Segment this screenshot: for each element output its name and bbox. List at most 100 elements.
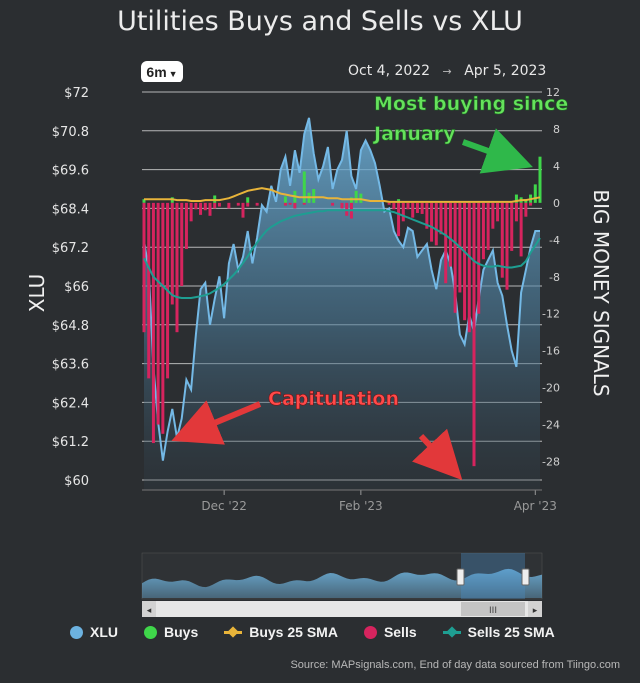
sell-bar bbox=[406, 202, 410, 210]
sell-bar bbox=[439, 202, 443, 235]
chart-title: Utilities Buys and Sells vs XLU bbox=[117, 6, 523, 37]
buy-bar bbox=[514, 194, 518, 203]
date-range-start: Oct 4, 2022 bbox=[348, 63, 431, 79]
y-tick-label: $61.2 bbox=[52, 435, 89, 450]
legend-xlu-icon bbox=[70, 625, 83, 639]
legend: XLU Buys Buys 25 SMA Sells Sells 25 SMA bbox=[70, 624, 555, 640]
date-range-end: Apr 5, 2023 bbox=[464, 63, 547, 79]
sell-bar bbox=[217, 202, 221, 207]
navigator-area bbox=[142, 568, 542, 598]
legend-item-sells[interactable]: Sells bbox=[363, 624, 417, 640]
legend-label: Sells bbox=[383, 624, 417, 640]
y2-tick-label: -8 bbox=[549, 271, 560, 284]
sell-bar bbox=[529, 202, 533, 206]
sell-bar bbox=[524, 202, 528, 217]
sell-bar bbox=[236, 202, 240, 206]
sell-bar bbox=[453, 202, 457, 313]
scrollbar-grip-icon: III bbox=[489, 606, 497, 616]
scroll-left-button[interactable] bbox=[142, 601, 156, 617]
y2-axis-label: BIG MONEY SIGNALS bbox=[589, 189, 613, 396]
buy-bar bbox=[538, 156, 542, 203]
y-tick-label: $72 bbox=[64, 86, 89, 101]
y2-tick-label: 0 bbox=[553, 197, 560, 210]
sell-bar bbox=[208, 202, 212, 216]
legend-item-sells-sma[interactable]: Sells 25 SMA bbox=[442, 624, 555, 640]
caret-left-icon: ◂ bbox=[147, 606, 152, 616]
buys-sma-line bbox=[144, 187, 541, 203]
sell-bar bbox=[331, 202, 335, 206]
y-tick-label: $67.2 bbox=[52, 241, 89, 256]
x-tick-label: Dec '22 bbox=[201, 499, 247, 513]
navigator-selection[interactable] bbox=[461, 553, 525, 599]
sell-bar bbox=[481, 202, 485, 260]
buy-bar bbox=[246, 197, 250, 203]
buy-bar bbox=[312, 189, 316, 203]
legend-label: Buys bbox=[164, 624, 199, 640]
y2-tick-label: -28 bbox=[542, 456, 560, 469]
y-tick-label: $62.4 bbox=[52, 396, 89, 411]
range-selector-button[interactable]: 6m ▼ bbox=[141, 61, 183, 83]
sell-bar bbox=[241, 202, 245, 218]
sell-bar bbox=[288, 202, 292, 205]
legend-item-xlu[interactable]: XLU bbox=[70, 624, 118, 640]
scroll-right-button[interactable] bbox=[528, 601, 542, 617]
sell-bar bbox=[180, 202, 184, 286]
range-navigator[interactable]: ◂ ▸ III bbox=[141, 552, 543, 617]
sell-bar bbox=[401, 202, 405, 222]
caret-right-icon: ▸ bbox=[533, 606, 538, 616]
y2-tick-label: -20 bbox=[542, 382, 560, 395]
legend-sells-sma-icon bbox=[442, 625, 461, 639]
capitulation-annotation: Capitulation bbox=[171, 388, 463, 481]
sell-bar bbox=[434, 202, 438, 246]
sell-bar bbox=[392, 202, 396, 210]
legend-label: Sells 25 SMA bbox=[467, 624, 555, 640]
navigator-left-handle[interactable] bbox=[456, 568, 465, 586]
xlu-area bbox=[144, 117, 540, 491]
sell-bar bbox=[283, 202, 287, 206]
sell-bar bbox=[203, 202, 207, 211]
capitulation-arrow-right-icon bbox=[411, 428, 463, 481]
date-range[interactable]: Oct 4, 2022 → Apr 5, 2023 bbox=[348, 63, 546, 79]
buy-bar bbox=[354, 190, 358, 203]
scrollbar-thumb[interactable] bbox=[461, 602, 525, 616]
sell-bar bbox=[463, 202, 467, 321]
sell-bar bbox=[444, 202, 448, 284]
buy-bar bbox=[302, 171, 306, 203]
range-selector-label: 6m bbox=[146, 64, 167, 80]
sell-bar bbox=[496, 202, 500, 222]
sell-bar bbox=[194, 202, 198, 210]
sell-bar bbox=[170, 202, 174, 305]
y-axis-label: XLU bbox=[25, 274, 49, 313]
legend-item-buys-sma[interactable]: Buys 25 SMA bbox=[224, 624, 338, 640]
y-tick-label: $63.6 bbox=[52, 358, 89, 373]
sell-bar bbox=[448, 202, 452, 267]
y-tick-label: $68.4 bbox=[52, 202, 89, 217]
chevron-down-icon: ▼ bbox=[168, 69, 178, 79]
y2-tick-label: 8 bbox=[553, 123, 560, 136]
buying-annotation-line1: Most buying since bbox=[374, 93, 568, 115]
buying-arrow-icon bbox=[461, 128, 533, 174]
buying-annotation: Most buying since January bbox=[372, 93, 569, 174]
x-tick-label: Feb '23 bbox=[339, 499, 383, 513]
navigator-scrollbar[interactable] bbox=[142, 601, 542, 617]
x-tick-label: Apr '23 bbox=[514, 499, 557, 513]
buying-annotation-line2: January bbox=[372, 123, 456, 145]
capitulation-label: Capitulation bbox=[268, 388, 399, 410]
legend-buys-icon bbox=[144, 625, 157, 639]
legend-item-buys[interactable]: Buys bbox=[144, 624, 198, 640]
y2-tick-label: -4 bbox=[549, 234, 560, 247]
sell-bar bbox=[514, 202, 518, 222]
y2-tick-label: 4 bbox=[553, 160, 560, 173]
sell-bar bbox=[189, 202, 193, 222]
sells-sma-line bbox=[143, 209, 541, 299]
buy-bar bbox=[533, 184, 537, 203]
y-tick-label: $70.8 bbox=[52, 125, 89, 140]
sell-bar bbox=[477, 202, 481, 314]
sell-bar bbox=[175, 202, 179, 333]
sell-bar bbox=[302, 202, 306, 205]
y2-tick-label: -12 bbox=[542, 308, 560, 321]
navigator-right-handle[interactable] bbox=[521, 568, 530, 586]
sell-bar bbox=[425, 202, 429, 229]
sell-bar bbox=[397, 202, 401, 237]
